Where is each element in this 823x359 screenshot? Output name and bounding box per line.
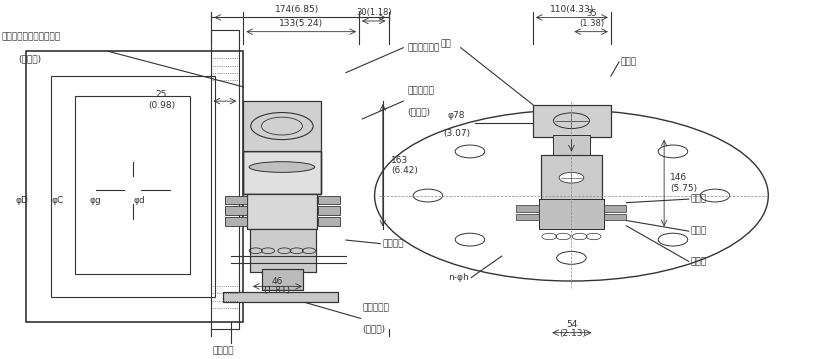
Text: 排气塞: 排气塞 [690,227,706,236]
Bar [244,101,321,151]
Bar [541,155,602,201]
Bar [533,105,611,137]
Text: 35
(1.38): 35 (1.38) [579,9,605,28]
Text: (3.07): (3.07) [443,129,470,138]
Text: 接地端: 接地端 [690,195,706,204]
Bar [248,194,317,229]
Bar [263,269,303,290]
Text: 端子侧: 端子侧 [621,57,637,66]
Bar [250,229,315,272]
Text: 54: 54 [566,320,578,329]
Bar [211,30,239,329]
Bar [226,196,248,204]
Text: 调零: 调零 [440,39,451,48]
Text: (2.13): (2.13) [559,329,586,338]
Ellipse shape [249,162,314,172]
Bar [250,229,315,272]
Bar [226,217,248,226]
Text: 管道连接件: 管道连接件 [362,303,389,312]
Text: 174(6.85): 174(6.85) [275,5,319,14]
Bar [244,151,321,194]
Bar [263,269,303,290]
Bar [223,292,337,302]
Text: (可选购): (可选购) [362,325,385,334]
Bar [604,205,626,211]
Bar [50,76,215,297]
Text: φg: φg [90,196,101,205]
Bar [26,51,244,322]
Bar [538,199,604,229]
Text: (可选购): (可选购) [407,107,430,116]
Bar [226,206,248,215]
Text: (1.81): (1.81) [263,286,291,295]
Bar [248,194,317,229]
Text: 110(4.33): 110(4.33) [550,5,594,14]
Text: 管道连接: 管道连接 [383,239,404,248]
Text: φd: φd [133,196,145,205]
Text: 导线管连接口: 导线管连接口 [407,43,439,52]
Bar [517,214,538,220]
Bar [244,151,321,194]
Bar [552,135,590,155]
Bar [318,196,340,204]
Text: (可选购): (可选购) [18,54,41,63]
Text: 30(1.18): 30(1.18) [357,8,393,18]
Bar [223,292,337,302]
Text: φC: φC [51,196,63,205]
Bar [75,96,190,274]
Bar [538,199,604,229]
Bar [318,206,340,215]
Bar [244,101,321,151]
Text: 46: 46 [272,278,282,286]
Bar [533,105,611,137]
Bar [517,205,538,211]
Text: 25: 25 [156,90,167,99]
Circle shape [559,172,584,183]
Text: 146
(5.75): 146 (5.75) [670,173,697,193]
Bar [604,214,626,220]
Text: φD: φD [16,196,28,205]
Text: 133(5.24): 133(5.24) [279,19,323,28]
Text: 管道法兰: 管道法兰 [212,346,234,355]
Text: 163
(6.42): 163 (6.42) [391,155,418,175]
Bar [318,217,340,226]
Bar [552,135,590,155]
Text: 排液塞: 排液塞 [690,257,706,266]
Text: 内藏显示表: 内藏显示表 [407,86,435,95]
Text: 外部显示表导线管连接口: 外部显示表导线管连接口 [2,33,61,42]
Text: φ78: φ78 [448,111,465,120]
Bar [541,155,602,201]
Text: n-φh: n-φh [449,273,469,282]
Text: (0.98): (0.98) [148,101,175,110]
